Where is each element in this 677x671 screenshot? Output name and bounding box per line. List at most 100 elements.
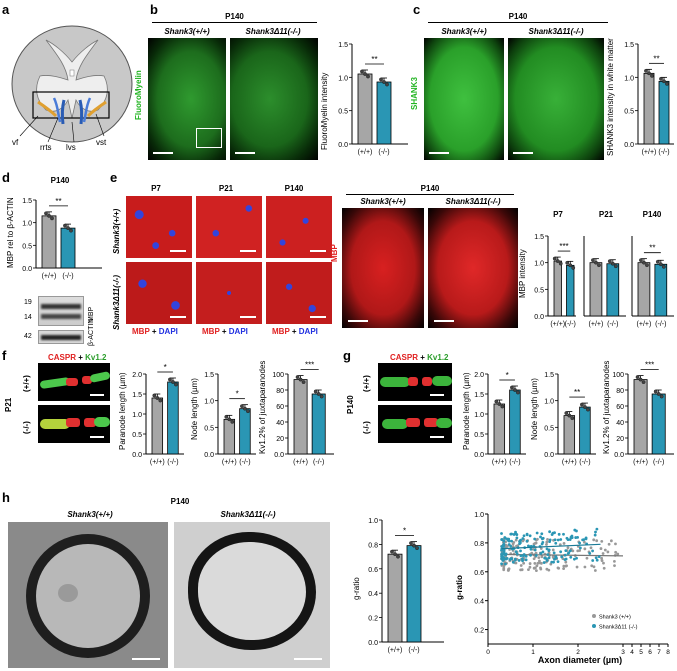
- data-point: [390, 549, 394, 554]
- age-label-h: P140: [170, 497, 190, 506]
- bar-mutant: [167, 381, 179, 455]
- scatter-point: [556, 566, 560, 570]
- scatter-point: [550, 533, 554, 536]
- x-tick-label: (+/+): [589, 321, 604, 328]
- scatter-point: [564, 549, 568, 552]
- scatter-point: [603, 548, 607, 552]
- scatter-point: [602, 566, 606, 570]
- data-point: [638, 377, 643, 382]
- data-point: [565, 260, 570, 265]
- node-image-g-ko: [378, 405, 452, 443]
- data-point: [243, 406, 247, 411]
- data-point: [513, 388, 517, 392]
- x-tick-label: (-/-): [408, 647, 419, 654]
- scatter-point: [545, 547, 549, 551]
- node-image-f-ko: [38, 405, 110, 443]
- scatter-point: [514, 530, 517, 534]
- bar-wildtype: [563, 415, 576, 455]
- scatter-point: [528, 534, 532, 538]
- bar-mutant: [658, 80, 670, 145]
- scatter-point: [595, 558, 599, 562]
- scatter-point: [575, 529, 578, 533]
- panel-label-g: g: [343, 348, 351, 363]
- scatter-point: [591, 549, 594, 553]
- y-tick-label: 0.6: [368, 567, 378, 574]
- scatter-point: [536, 537, 539, 541]
- scale-bar: [235, 152, 255, 154]
- y-tick-label: 0.0: [22, 266, 32, 273]
- scatter-point: [511, 560, 515, 564]
- data-point: [658, 262, 663, 267]
- bar-wildtype: [643, 72, 655, 145]
- data-point: [571, 265, 576, 270]
- scatter-point: [553, 538, 557, 542]
- bar-wildtype: [633, 379, 648, 455]
- data-point: [168, 377, 172, 382]
- bar-mutant: [566, 264, 575, 317]
- x-tick-label: (-/-): [167, 459, 178, 466]
- row-label-f-ko: (-/-): [22, 421, 31, 434]
- data-point: [319, 394, 324, 399]
- x-tick-label: (+/+): [388, 647, 403, 654]
- scatter-point: [609, 539, 613, 543]
- data-point: [661, 264, 666, 269]
- fit-line: [501, 553, 624, 557]
- data-point: [47, 214, 51, 218]
- y-tick-label: 0.2: [368, 616, 378, 623]
- scale-bar: [153, 152, 173, 154]
- scatter-point: [537, 556, 541, 559]
- scatter-point: [613, 559, 616, 563]
- geno-ko-e: Shank3Δ11(-/-): [445, 197, 501, 206]
- scatter-point: [535, 531, 539, 535]
- scatter-point: [539, 535, 542, 539]
- scatter-point: [616, 552, 620, 556]
- scatter-point: [565, 564, 568, 568]
- scatter-point: [569, 535, 573, 539]
- data-point: [583, 405, 587, 409]
- scatter-point: [524, 554, 528, 558]
- data-point: [665, 81, 669, 86]
- scatter-point: [568, 549, 572, 553]
- mw-14: 14: [24, 314, 32, 321]
- data-point: [613, 264, 618, 269]
- scatter-point: [515, 552, 519, 556]
- bar-mutant: [239, 408, 251, 455]
- bar-wildtype: [637, 262, 651, 317]
- geno-ko-b: Shank3Δ11(-/-): [245, 27, 301, 36]
- mw-42: 42: [24, 333, 32, 340]
- xlabel-h-scatter: Axon diameter (µm): [537, 655, 623, 665]
- y-tick-label: 0.0: [534, 314, 544, 321]
- mbp-image-p140-ko: [266, 262, 332, 324]
- stain-caption-p140: MBP + DAPI: [272, 327, 318, 336]
- bar-chart-h: 0.0 0.2 0.4 0.6 0.8 1.0 (+/+) (-/-) *: [368, 518, 444, 654]
- significance-label: *: [236, 390, 239, 399]
- scatter-point: [527, 568, 530, 572]
- scatter-point: [532, 557, 536, 561]
- y-tick-label: 1.0: [132, 412, 142, 419]
- age-p7: P7: [151, 184, 161, 193]
- scatter-point: [545, 543, 548, 546]
- em-image-ko: [174, 522, 330, 668]
- ylabel-h-scatter: g-ratio: [455, 575, 464, 600]
- data-point: [412, 543, 416, 548]
- scatter-point: [557, 532, 561, 536]
- blot-label-actin: β-ACTIN: [88, 318, 95, 346]
- bar-chart-c: 0.0 0.5 1.0 1.5 (+/+) (-/-) **: [624, 42, 674, 156]
- scatter-point: [590, 564, 594, 568]
- data-point: [50, 216, 54, 221]
- y-tick-label: 0.0: [544, 452, 554, 459]
- bar-mutant: [509, 389, 521, 455]
- scatter-point: [588, 552, 592, 555]
- scatter-point: [541, 550, 545, 554]
- geno-wt-h: Shank3(+/+): [67, 510, 113, 519]
- scatter-point: [548, 530, 552, 534]
- age-p21: P21: [218, 184, 234, 193]
- scatter-point: [600, 540, 604, 543]
- scatter-point: [525, 539, 529, 543]
- y-tick-label: 0.0: [274, 452, 284, 459]
- scatter-point: [569, 555, 573, 559]
- y-tick-label: 1.5: [534, 234, 544, 241]
- scatter-point: [534, 551, 538, 555]
- legend-marker-wt: [592, 614, 596, 618]
- geno-wt-b: Shank3(+/+): [164, 27, 210, 36]
